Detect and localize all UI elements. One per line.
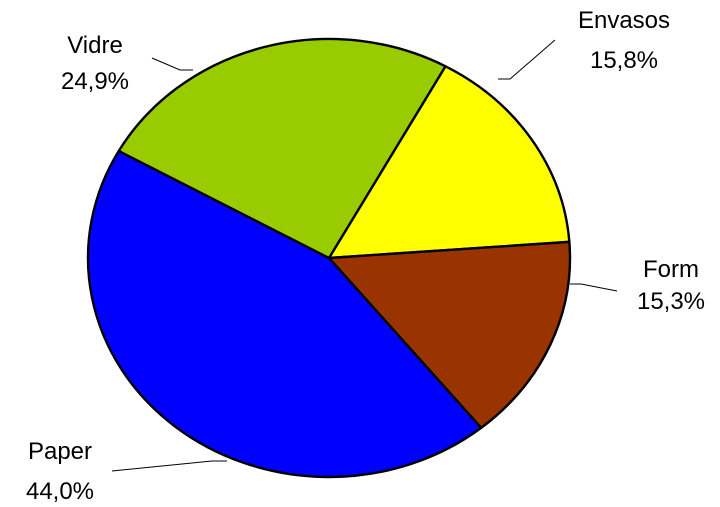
pie-slice-paper <box>86 149 483 479</box>
slice-value-paper: 44,0% <box>26 478 94 505</box>
leader-line-vidre <box>151 57 193 71</box>
slice-value-vidre: 24,9% <box>61 68 129 95</box>
slice-value-form: 15,3% <box>637 288 705 315</box>
slice-label-vidre: Vidre <box>67 32 123 59</box>
pie-slice-envasos <box>327 65 571 260</box>
slice-labels: Envasos 15,8% Form 15,3% Paper 44,0% Vid… <box>26 7 705 505</box>
slice-label-envasos: Envasos <box>578 7 670 34</box>
slice-label-form: Form <box>643 256 699 283</box>
pie-slice-vidre <box>117 37 447 260</box>
leader-line-paper <box>111 460 227 472</box>
slice-value-envasos: 15,8% <box>590 47 658 74</box>
leader-line-envasos <box>498 39 556 80</box>
slice-label-paper: Paper <box>28 438 92 465</box>
pie-slice-form <box>327 240 572 430</box>
leader-line-form <box>570 283 618 292</box>
leader-lines <box>111 39 618 472</box>
slices-layer <box>86 37 572 479</box>
